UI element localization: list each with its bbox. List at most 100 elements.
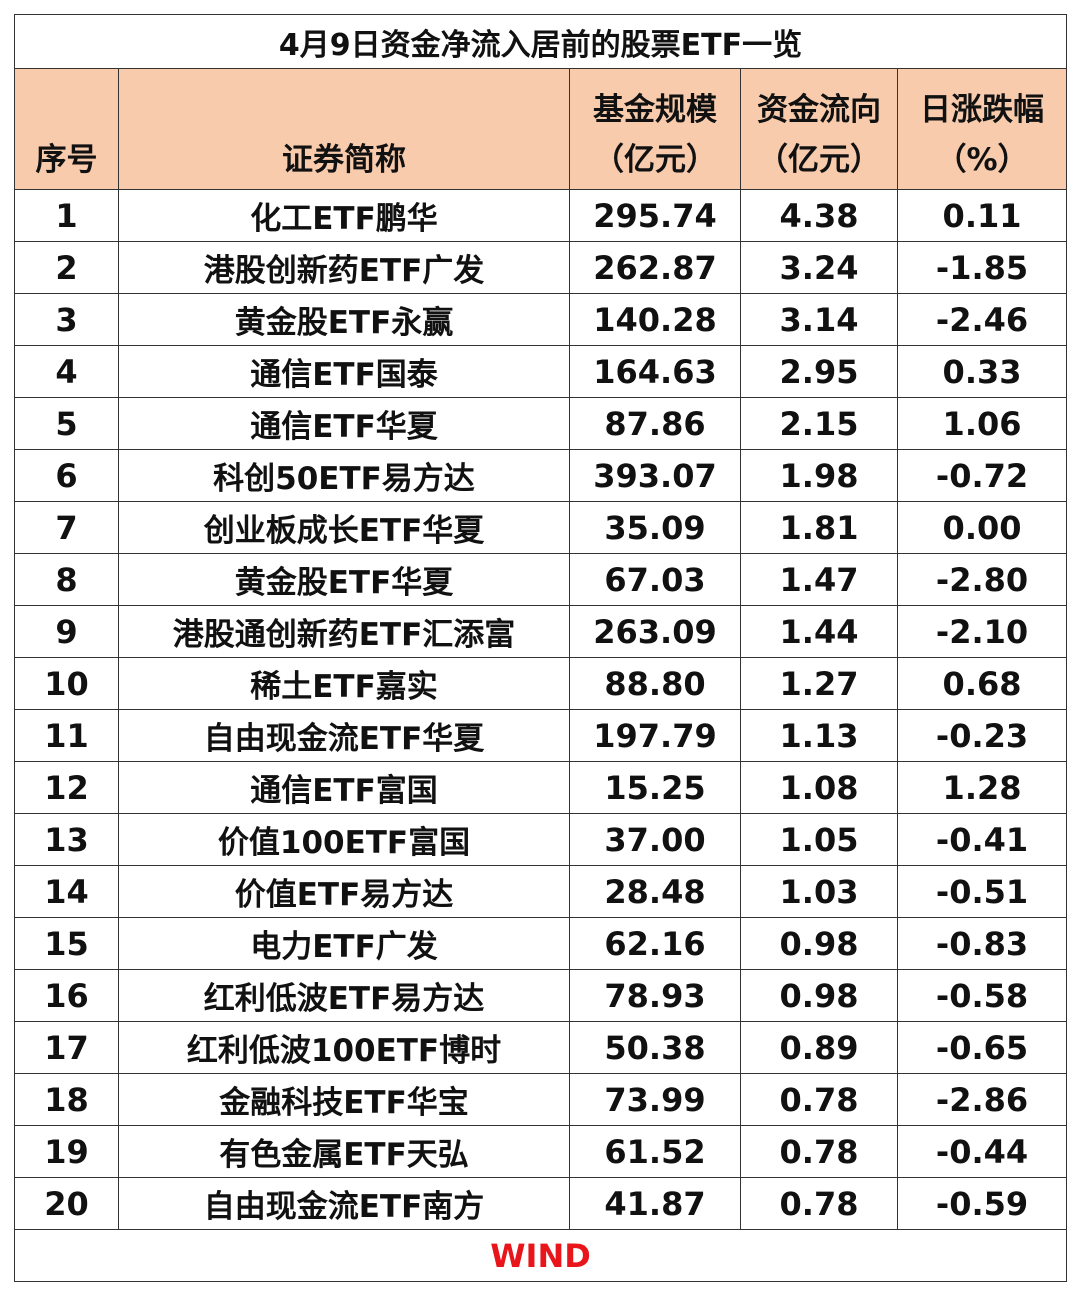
table-row: 5 通信ETF华夏 87.86 2.15 1.06 — [14, 397, 1068, 450]
cell-name: 价值ETF易方达 — [118, 865, 570, 918]
cell-flow: 0.98 — [740, 969, 898, 1022]
cell-change: 0.00 — [896, 501, 1068, 554]
cell-scale: 67.03 — [569, 553, 741, 606]
cell-change: -2.80 — [896, 553, 1068, 606]
header-scale-line1: 基金规模 — [593, 92, 717, 128]
cell-index: 13 — [14, 813, 119, 866]
header-row: 序号 证券简称 基金规模 （亿元） 资金流向 （亿元） 日涨跌幅 （%） — [14, 68, 1068, 190]
table-row: 2 港股创新药ETF广发 262.87 3.24 -1.85 — [14, 241, 1068, 294]
header-flow: 资金流向 （亿元） — [740, 68, 898, 190]
cell-index: 11 — [14, 709, 119, 762]
cell-index: 8 — [14, 553, 119, 606]
cell-name: 通信ETF富国 — [118, 761, 570, 814]
cell-index: 5 — [14, 397, 119, 450]
cell-scale: 88.80 — [569, 657, 741, 710]
cell-name: 港股通创新药ETF汇添富 — [118, 605, 570, 658]
cell-scale: 73.99 — [569, 1073, 741, 1126]
cell-flow: 1.47 — [740, 553, 898, 606]
cell-change: -0.41 — [896, 813, 1068, 866]
cell-change: -2.10 — [896, 605, 1068, 658]
cell-change: -0.65 — [896, 1021, 1068, 1074]
cell-scale: 15.25 — [569, 761, 741, 814]
cell-name: 创业板成长ETF华夏 — [118, 501, 570, 554]
cell-flow: 1.81 — [740, 501, 898, 554]
header-flow-line1: 资金流向 — [757, 92, 881, 128]
cell-scale: 35.09 — [569, 501, 741, 554]
header-change-line2: （%） — [935, 142, 1029, 178]
cell-name: 黄金股ETF永赢 — [118, 293, 570, 346]
cell-change: -0.72 — [896, 449, 1068, 502]
cell-index: 10 — [14, 657, 119, 710]
cell-name: 自由现金流ETF华夏 — [118, 709, 570, 762]
cell-flow: 3.14 — [740, 293, 898, 346]
cell-flow: 0.78 — [740, 1073, 898, 1126]
cell-scale: 28.48 — [569, 865, 741, 918]
header-flow-line2: （亿元） — [757, 142, 881, 178]
cell-flow: 1.44 — [740, 605, 898, 658]
cell-index: 4 — [14, 345, 119, 398]
cell-name: 科创50ETF易方达 — [118, 449, 570, 502]
cell-flow: 1.98 — [740, 449, 898, 502]
cell-index: 6 — [14, 449, 119, 502]
cell-flow: 0.78 — [740, 1125, 898, 1178]
cell-index: 1 — [14, 189, 119, 242]
cell-name: 通信ETF华夏 — [118, 397, 570, 450]
cell-change: -1.85 — [896, 241, 1068, 294]
cell-flow: 1.27 — [740, 657, 898, 710]
cell-name: 金融科技ETF华宝 — [118, 1073, 570, 1126]
cell-index: 16 — [14, 969, 119, 1022]
table-row: 11 自由现金流ETF华夏 197.79 1.13 -0.23 — [14, 709, 1068, 762]
cell-scale: 62.16 — [569, 917, 741, 970]
cell-index: 15 — [14, 917, 119, 970]
table-row: 7 创业板成长ETF华夏 35.09 1.81 0.00 — [14, 501, 1068, 554]
cell-scale: 197.79 — [569, 709, 741, 762]
cell-name: 电力ETF广发 — [118, 917, 570, 970]
header-index: 序号 — [14, 68, 119, 190]
cell-name: 稀土ETF嘉实 — [118, 657, 570, 710]
header-scale: 基金规模 （亿元） — [569, 68, 741, 190]
cell-change: -0.83 — [896, 917, 1068, 970]
header-scale-line2: （亿元） — [593, 142, 717, 178]
cell-index: 12 — [14, 761, 119, 814]
cell-scale: 262.87 — [569, 241, 741, 294]
cell-scale: 61.52 — [569, 1125, 741, 1178]
footer-row: WIND — [13, 1229, 1068, 1282]
cell-index: 17 — [14, 1021, 119, 1074]
cell-flow: 1.08 — [740, 761, 898, 814]
header-change-line1: 日涨跌幅 — [920, 92, 1045, 128]
cell-scale: 41.87 — [569, 1177, 741, 1230]
table-row: 10 稀土ETF嘉实 88.80 1.27 0.68 — [14, 657, 1068, 710]
cell-change: 0.68 — [896, 657, 1068, 710]
cell-flow: 1.13 — [740, 709, 898, 762]
cell-change: -0.58 — [896, 969, 1068, 1022]
cell-scale: 393.07 — [569, 449, 741, 502]
cell-index: 14 — [14, 865, 119, 918]
cell-scale: 295.74 — [569, 189, 741, 242]
cell-name: 化工ETF鹏华 — [118, 189, 570, 242]
cell-change: -0.51 — [896, 865, 1068, 918]
cell-index: 9 — [14, 605, 119, 658]
table-row: 8 黄金股ETF华夏 67.03 1.47 -2.80 — [14, 553, 1068, 606]
cell-name: 价值100ETF富国 — [118, 813, 570, 866]
header-name: 证券简称 — [118, 68, 570, 190]
cell-scale: 140.28 — [569, 293, 741, 346]
cell-change: 1.06 — [896, 397, 1068, 450]
cell-scale: 37.00 — [569, 813, 741, 866]
cell-index: 2 — [14, 241, 119, 294]
cell-scale: 263.09 — [569, 605, 741, 658]
table-row: 13 价值100ETF富国 37.00 1.05 -0.41 — [14, 813, 1068, 866]
cell-scale: 164.63 — [569, 345, 741, 398]
cell-name: 自由现金流ETF南方 — [118, 1177, 570, 1230]
cell-flow: 0.78 — [740, 1177, 898, 1230]
cell-name: 有色金属ETF天弘 — [118, 1125, 570, 1178]
table-row: 6 科创50ETF易方达 393.07 1.98 -0.72 — [14, 449, 1068, 502]
cell-flow: 4.38 — [740, 189, 898, 242]
cell-flow: 0.98 — [740, 917, 898, 970]
cell-index: 3 — [14, 293, 119, 346]
table-row: 1 化工ETF鹏华 295.74 4.38 0.11 — [14, 189, 1068, 242]
cell-flow: 0.89 — [740, 1021, 898, 1074]
table-row: 3 黄金股ETF永赢 140.28 3.14 -2.46 — [14, 293, 1068, 346]
table-row: 14 价值ETF易方达 28.48 1.03 -0.51 — [14, 865, 1068, 918]
cell-change: 0.11 — [896, 189, 1068, 242]
cell-scale: 78.93 — [569, 969, 741, 1022]
